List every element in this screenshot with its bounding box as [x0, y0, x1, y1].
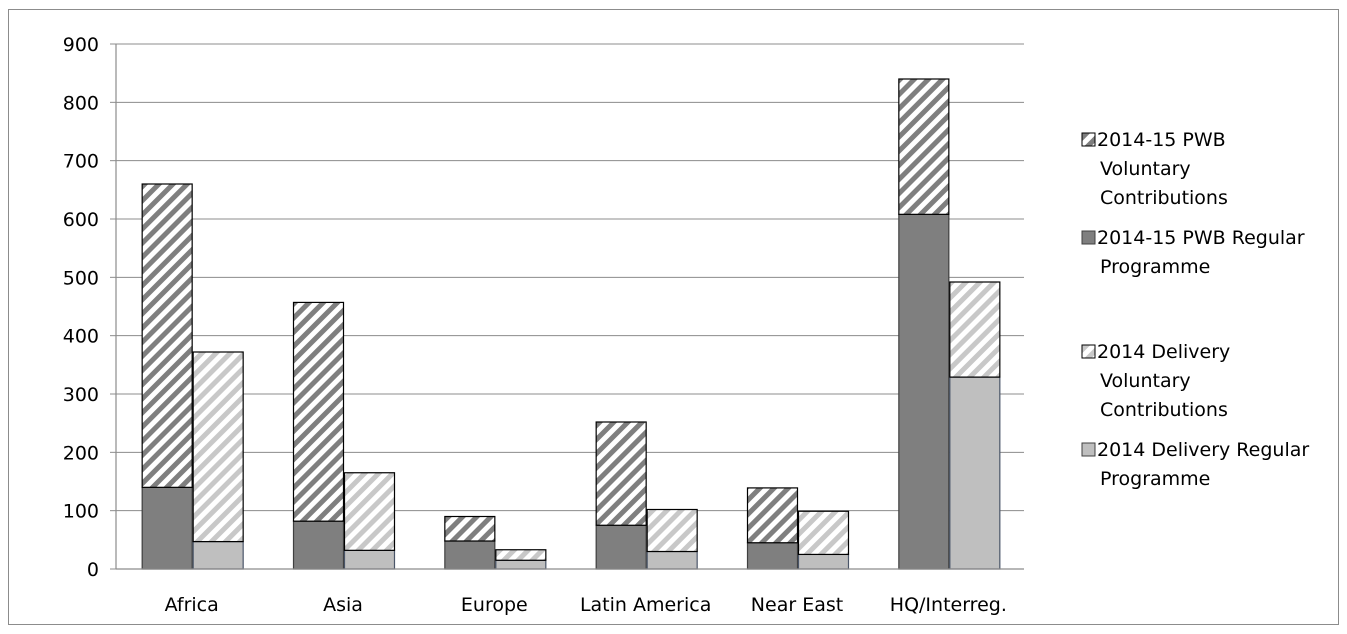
bar-hq-interreg-2014-15-pwb-voluntary-contributions [898, 78, 950, 215]
y-tick-label: 100 [63, 501, 99, 523]
bar-asia-2014-15-pwb-regular-programme [292, 520, 345, 570]
bar-hq-interreg-2014-15-pwb-regular-programme [898, 213, 950, 570]
legend-label: 2014 Delivery [1097, 341, 1230, 363]
legend-label: Voluntary [1100, 370, 1191, 392]
legend: 2014-15 PWB Voluntary Contributions 2014-15… [1081, 129, 1309, 490]
bar-latin-america-2014-15-pwb-regular-programme [595, 524, 647, 570]
legend-label: Programme [1100, 256, 1210, 278]
bar-near-east-2014-delivery-voluntary-contributions [797, 510, 850, 556]
legend-label: 2014-15 PWB [1097, 129, 1226, 151]
y-tick-label: 300 [63, 384, 99, 406]
bar-asia-2014-delivery-regular-programme [343, 549, 396, 570]
x-tick-label: Africa [165, 594, 219, 616]
y-tick-label: 600 [63, 209, 99, 231]
bar-latin-america-2014-delivery-voluntary-contributions [646, 508, 698, 553]
bar-africa-2014-delivery-voluntary-contributions [192, 351, 244, 543]
bar-africa-2014-15-pwb-voluntary-contributions [141, 183, 193, 488]
x-tick-label: Near East [751, 594, 843, 616]
bar-near-east-2014-delivery-regular-programme [797, 553, 850, 570]
bar-europe-2014-delivery-voluntary-contributions [495, 549, 547, 561]
y-tick-label: 200 [63, 442, 99, 464]
legend-swatch [1081, 344, 1096, 359]
bar-near-east-2014-15-pwb-regular-programme [746, 542, 799, 570]
bar-hq-interreg-2014-delivery-regular-programme [949, 376, 1001, 570]
gridlines [110, 43, 1024, 570]
y-tick-label: 400 [63, 326, 99, 348]
legend-label: 2014-15 PWB Regular [1097, 227, 1305, 249]
axes [115, 44, 1024, 570]
legend-label: Voluntary [1100, 158, 1191, 180]
y-tick-label: 900 [63, 34, 99, 56]
x-tick-label: Asia [323, 594, 363, 616]
bar-latin-america-2014-delivery-regular-programme [646, 550, 698, 570]
y-tick-label: 500 [63, 267, 99, 289]
bar-europe-2014-delivery-regular-programme [495, 559, 547, 570]
bar-asia-2014-delivery-voluntary-contributions [343, 472, 396, 551]
y-tick-label: 0 [87, 559, 99, 581]
legend-label: Contributions [1100, 187, 1228, 209]
bar-europe-2014-15-pwb-voluntary-contributions [444, 515, 496, 542]
y-tick-label: 800 [63, 92, 99, 114]
bar-hq-interreg-2014-delivery-voluntary-contributions [949, 281, 1001, 378]
legend-swatch [1081, 132, 1096, 147]
legend-label: 2014 Delivery Regular [1097, 439, 1309, 461]
bar-africa-2014-delivery-regular-programme [192, 540, 244, 570]
bar-europe-2014-15-pwb-regular-programme [444, 540, 496, 570]
bar-asia-2014-15-pwb-voluntary-contributions [292, 301, 345, 522]
legend-label: Contributions [1100, 399, 1228, 421]
x-axis-tick-labels: Africa Asia Europe Latin America Near East HQ… [165, 594, 1007, 616]
legend-swatch [1081, 442, 1096, 457]
y-axis-tick-labels: 0 100 200 300 400 500 600 700 800 900 [63, 34, 99, 581]
bars [141, 78, 1001, 570]
y-tick-label: 700 [63, 151, 99, 173]
bar-near-east-2014-15-pwb-voluntary-contributions [746, 487, 799, 544]
bar-africa-2014-15-pwb-regular-programme [141, 486, 193, 570]
x-tick-label: Latin America [580, 594, 711, 616]
bar-latin-america-2014-15-pwb-voluntary-contributions [595, 421, 647, 526]
legend-swatch [1081, 230, 1096, 245]
legend-label: Programme [1100, 468, 1210, 490]
x-tick-label: Europe [461, 594, 528, 616]
x-tick-label: HQ/Interreg. [890, 594, 1007, 616]
